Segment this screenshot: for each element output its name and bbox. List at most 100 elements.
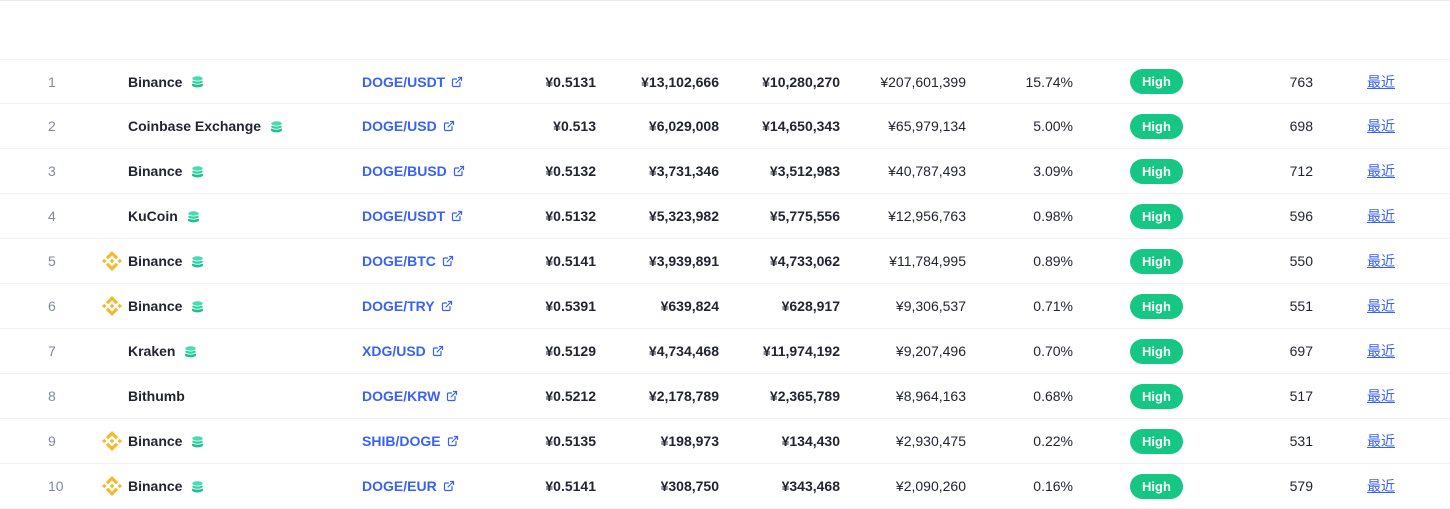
depth-plus-cell: ¥6,029,008 [648, 118, 719, 134]
volume-cell: ¥8,964,163 [895, 388, 966, 404]
rank-cell: 9 [48, 433, 56, 449]
exchange-link[interactable]: Bithumb [102, 386, 362, 406]
exchange-name: Kraken [128, 343, 176, 359]
liquidity-cell: 698 [1289, 118, 1313, 134]
rank-cell: 2 [48, 118, 56, 134]
price-cell: ¥0.5132 [545, 163, 596, 179]
exchange-link[interactable]: Binance [102, 251, 362, 271]
updated-cell: 最近 [1313, 389, 1395, 403]
updated-link[interactable]: 最近 [1367, 163, 1395, 179]
updated-link[interactable]: 最近 [1367, 253, 1395, 269]
depth-minus-cell: ¥3,512,983 [769, 163, 840, 179]
updated-link[interactable]: 最近 [1367, 433, 1395, 449]
exchange-link[interactable]: Binance [102, 431, 362, 451]
exchange-link[interactable]: Kraken [102, 341, 362, 361]
table-row: 4 KuCoin DOGE/USDT [0, 194, 1450, 239]
volume-cell: ¥11,784,995 [889, 253, 966, 269]
pair-link[interactable]: DOGE/USD [362, 119, 497, 133]
rank-cell: 1 [48, 73, 56, 90]
pair-link[interactable]: DOGE/USDT [362, 75, 497, 89]
depth-plus-cell: ¥639,824 [660, 298, 719, 314]
pair-link[interactable]: DOGE/TRY [362, 299, 497, 313]
confidence-cell: High [1073, 428, 1240, 454]
table-row: 3 Binance DOGE/BUSD [0, 149, 1450, 194]
confidence-cell: High [1073, 203, 1240, 229]
volume-percent-cell: 0.98% [1033, 208, 1073, 224]
confidence-cell: High [1073, 338, 1240, 364]
updated-link[interactable]: 最近 [1367, 298, 1395, 314]
exchange-link[interactable]: Binance [102, 161, 362, 181]
updated-cell: 最近 [1313, 209, 1395, 223]
confidence-badge: High [1130, 473, 1183, 499]
confidence-badge: High [1130, 428, 1183, 454]
confidence-badge: High [1130, 113, 1183, 139]
rank-cell: 7 [48, 343, 56, 359]
volume-cell: ¥207,601,399 [880, 73, 966, 90]
confidence-badge: High [1130, 383, 1183, 409]
updated-link[interactable]: 最近 [1367, 478, 1395, 494]
pair-link[interactable]: SHIB/DOGE [362, 434, 497, 448]
coins-stack-icon [269, 119, 284, 134]
volume-percent-cell: 5.00% [1033, 118, 1073, 134]
pair-link[interactable]: DOGE/USDT [362, 209, 497, 223]
exchange-name: Binance [128, 298, 183, 314]
external-link-icon [453, 165, 465, 177]
pair-link[interactable]: DOGE/BTC [362, 254, 497, 268]
volume-percent-cell: 0.22% [1033, 433, 1073, 449]
table-row: 5 Binance DOGE/BTC [0, 239, 1450, 284]
volume-cell: ¥65,979,134 [888, 118, 966, 134]
volume-percent-cell: 0.89% [1033, 253, 1073, 269]
rank-cell: 10 [48, 478, 64, 494]
depth-plus-cell: ¥5,323,982 [648, 208, 719, 224]
volume-cell: ¥9,207,496 [895, 343, 966, 359]
table-row: 2 Coinbase Exchange [0, 104, 1450, 149]
pair-label: DOGE/KRW [362, 388, 441, 404]
depth-minus-cell: ¥2,365,789 [769, 388, 840, 404]
updated-cell: 最近 [1313, 434, 1395, 448]
exchange-link[interactable]: Binance [102, 72, 362, 92]
price-cell: ¥0.5391 [545, 298, 596, 314]
confidence-badge: High [1130, 338, 1183, 364]
depth-minus-cell: ¥343,468 [781, 478, 840, 494]
pair-link[interactable]: DOGE/BUSD [362, 164, 497, 178]
pair-link[interactable]: DOGE/KRW [362, 389, 497, 403]
volume-percent-cell: 0.71% [1033, 298, 1073, 314]
liquidity-cell: 550 [1289, 253, 1313, 269]
pair-label: DOGE/USD [362, 118, 437, 134]
updated-link[interactable]: 最近 [1367, 118, 1395, 134]
updated-cell: 最近 [1313, 299, 1395, 313]
updated-cell: 最近 [1313, 344, 1395, 358]
volume-cell: ¥9,306,537 [895, 298, 966, 314]
depth-plus-cell: ¥198,973 [660, 433, 719, 449]
updated-link[interactable]: 最近 [1367, 343, 1395, 359]
depth-plus-cell: ¥3,731,346 [648, 163, 719, 179]
pair-label: XDG/USD [362, 343, 426, 359]
pair-link[interactable]: XDG/USD [362, 344, 497, 358]
volume-percent-cell: 15.74% [1025, 73, 1073, 90]
pair-label: SHIB/DOGE [362, 433, 441, 449]
updated-link[interactable]: 最近 [1367, 73, 1395, 90]
rank-cell: 6 [48, 298, 56, 314]
volume-cell: ¥2,090,260 [895, 478, 966, 494]
exchange-link[interactable]: KuCoin [102, 206, 362, 226]
liquidity-cell: 551 [1289, 298, 1313, 314]
exchange-name: Bithumb [128, 388, 185, 404]
binance-logo-icon [102, 251, 122, 271]
updated-link[interactable]: 最近 [1367, 208, 1395, 224]
depth-minus-cell: ¥4,733,062 [769, 253, 840, 269]
external-link-icon [446, 390, 458, 402]
updated-link[interactable]: 最近 [1367, 388, 1395, 404]
volume-percent-cell: 0.70% [1033, 343, 1073, 359]
price-cell: ¥0.5141 [545, 253, 596, 269]
exchange-link[interactable]: Coinbase Exchange [102, 116, 362, 136]
price-cell: ¥0.5141 [545, 478, 596, 494]
confidence-cell: High [1073, 113, 1240, 139]
external-link-icon [441, 300, 453, 312]
exchange-link[interactable]: Binance [102, 296, 362, 316]
liquidity-cell: 596 [1289, 208, 1313, 224]
liquidity-cell: 697 [1289, 343, 1313, 359]
depth-plus-cell: ¥13,102,666 [641, 73, 719, 90]
exchange-link[interactable]: Binance [102, 476, 362, 496]
confidence-badge: High [1130, 69, 1183, 94]
pair-link[interactable]: DOGE/EUR [362, 479, 497, 493]
